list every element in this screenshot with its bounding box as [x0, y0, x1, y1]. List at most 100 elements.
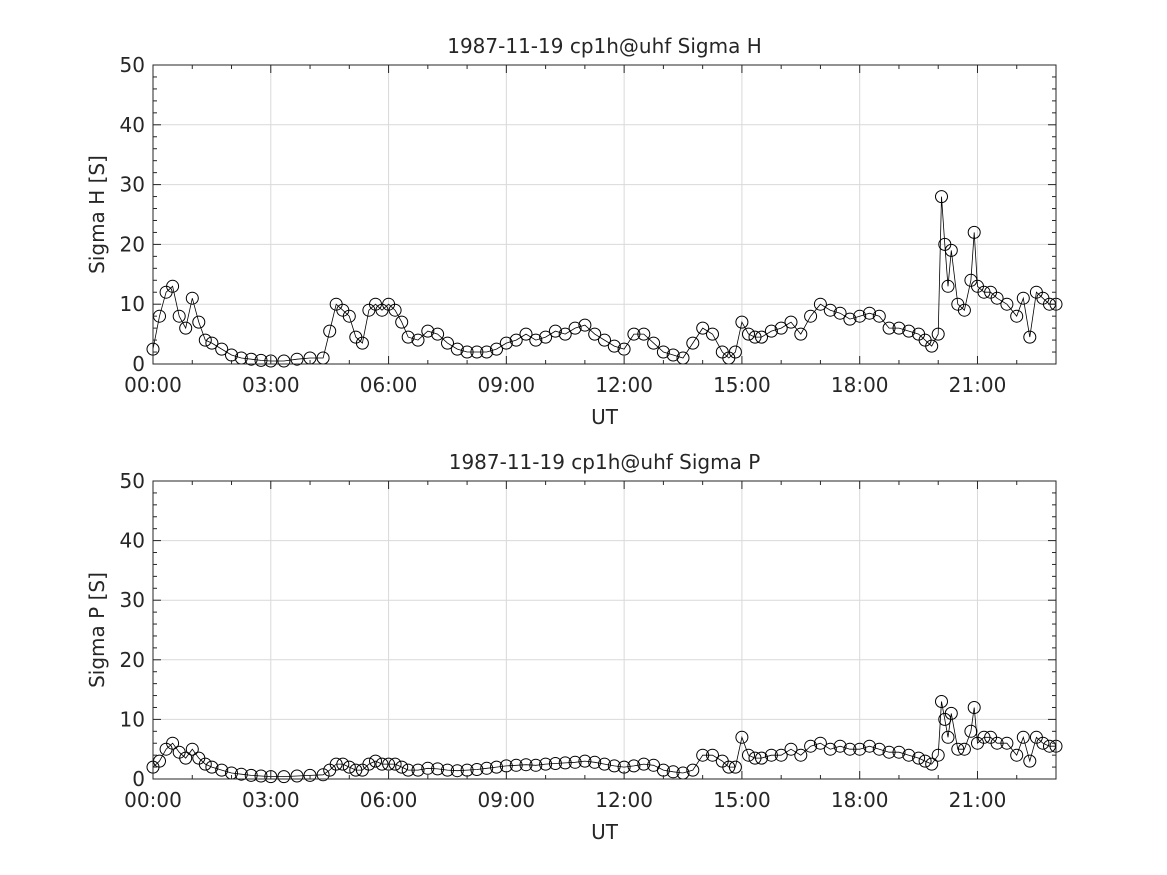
sigma-p-data-point [742, 748, 755, 762]
sigma-p-data-point [722, 760, 736, 774]
sigma-h-data-point [706, 327, 719, 341]
sigma-h-data-point [656, 345, 670, 359]
sigma-h-data-point [784, 315, 798, 329]
sigma-h-data-point [742, 327, 755, 341]
sigma-p-data-point [696, 748, 710, 762]
sigma-p-data-point [925, 757, 939, 771]
sigma-h-data-point [395, 315, 409, 329]
sigma-p-major-ticks [152, 480, 1056, 780]
sigma-p-data-point [666, 765, 680, 779]
sigma-h-x-tick-label: 18:00 [831, 373, 889, 397]
sigma-p-data-point [369, 754, 382, 768]
sigma-h-data-point [558, 327, 572, 341]
sigma-p-data-point [342, 760, 356, 774]
sigma-p-data-point [804, 739, 818, 753]
sigma-p-x-tick-label: 09:00 [478, 788, 536, 812]
sigma-h-data-point [813, 297, 827, 311]
sigma-h-x-tick-label: 21:00 [949, 373, 1007, 397]
sigma-p-data-point [588, 755, 602, 769]
sigma-p-data-point [764, 748, 778, 762]
sigma-h-y-tick-label: 50 [120, 53, 145, 77]
sigma-p-data-point [179, 751, 193, 765]
sigma-p-data-point [1023, 754, 1037, 768]
sigma-h-data-point [588, 327, 602, 341]
sigma-h-data-point [686, 336, 700, 350]
sigma-h-data-point [1016, 291, 1030, 305]
sigma-h-y-tick-label: 10 [120, 292, 145, 316]
sigma-h-data-point [666, 348, 680, 362]
sigma-h-data-point [607, 339, 621, 353]
sigma-h-data-point [519, 327, 533, 341]
sigma-h-data-point [1010, 309, 1024, 323]
sigma-p-data-point [198, 757, 212, 771]
sigma-p-data-point [1000, 736, 1014, 750]
sigma-h-data-point [480, 345, 494, 359]
sigma-p-data-point [450, 764, 464, 778]
sigma-p-data-point [918, 754, 932, 768]
sigma-h-data-point [617, 342, 631, 356]
sigma-h-y-tick-label: 0 [132, 352, 145, 376]
sigma-p-minor-ticks [153, 481, 1057, 779]
sigma-p-data-point [529, 758, 543, 772]
sigma-p-data-point [185, 742, 199, 756]
sigma-p-data-point [290, 769, 304, 783]
sigma-h-data-point [872, 309, 886, 323]
sigma-p-data-point [548, 757, 562, 770]
sigma-h-data-point [977, 285, 991, 299]
sigma-p-x-tick-label: 03:00 [242, 788, 300, 812]
sigma-p-data-point [728, 760, 742, 774]
sigma-h-data-point [735, 315, 749, 329]
sigma-p-data-point [755, 751, 768, 765]
sigma-h-tick-labels: 00:00 03:00 06:00 09:00 12:00 15:00 18:00 21:00… [120, 53, 1007, 397]
sigma-p-grid [152, 480, 1056, 780]
sigma-h-data-point [192, 315, 206, 329]
sigma-h-data-point [647, 336, 661, 350]
sigma-h-data-point [411, 333, 425, 347]
sigma-p-data-point [892, 745, 906, 759]
sigma-h-data-point [892, 321, 906, 335]
sigma-p-x-tick-label: 12:00 [595, 788, 653, 812]
sigma-h-data-point [450, 342, 464, 356]
sigma-p-data-point [967, 701, 981, 714]
sigma-h-data-point [902, 324, 916, 338]
sigma-p-data-point [1016, 730, 1030, 744]
sigma-h-data-point [205, 336, 219, 350]
sigma-h-y-tick-label: 40 [120, 113, 145, 137]
sigma-p-data-point [951, 742, 965, 756]
sigma-h-data-point [421, 324, 435, 338]
sigma-h-x-tick-label: 03:00 [242, 373, 300, 397]
sigma-h-data-point [944, 243, 958, 257]
sigma-h-data-point [509, 333, 523, 347]
sigma-h-data-point [166, 279, 180, 293]
sigma-p-series-line [152, 701, 1056, 777]
sigma-p-data-point [395, 760, 409, 774]
sigma-h-x-tick-label: 00:00 [124, 373, 182, 397]
sigma-h-data-point [853, 309, 867, 323]
sigma-h-data-point [355, 336, 369, 350]
sigma-h-data-point [882, 321, 896, 335]
sigma-h-y-axis-label: Sigma H [S] [85, 155, 109, 274]
sigma-p-tick-labels: 00:00 03:00 06:00 09:00 12:00 15:00 18:00 21:00… [120, 469, 1007, 812]
sigma-h-data-point [529, 333, 543, 347]
sigma-p-chart-title: 1987-11-19 cp1h@uhf Sigma P [449, 450, 761, 474]
sigma-h-data-point [179, 321, 193, 335]
sigma-h-data-point [539, 330, 553, 344]
sigma-h-data-point [755, 330, 768, 344]
sigma-h-data-point [637, 327, 651, 341]
sigma-h-data-point [172, 309, 186, 323]
sigma-h-series-line [152, 196, 1056, 362]
sigma-p-data-point [375, 757, 389, 771]
sigma-h-data-point [967, 225, 981, 239]
sigma-p-data-point [480, 761, 494, 775]
sigma-p-data-point [578, 754, 592, 768]
sigma-p-data-point [944, 706, 958, 720]
sigma-p-data-point [706, 748, 719, 762]
sigma-p-y-tick-label: 50 [120, 469, 145, 493]
sigma-p-data-point [935, 695, 948, 708]
sigma-p-data-point [637, 757, 651, 771]
sigma-p-data-point [1036, 736, 1050, 750]
sigma-p-x-tick-label: 15:00 [713, 788, 771, 812]
sigma-h-data-point [264, 354, 278, 368]
sigma-h-data-point [1000, 297, 1014, 311]
